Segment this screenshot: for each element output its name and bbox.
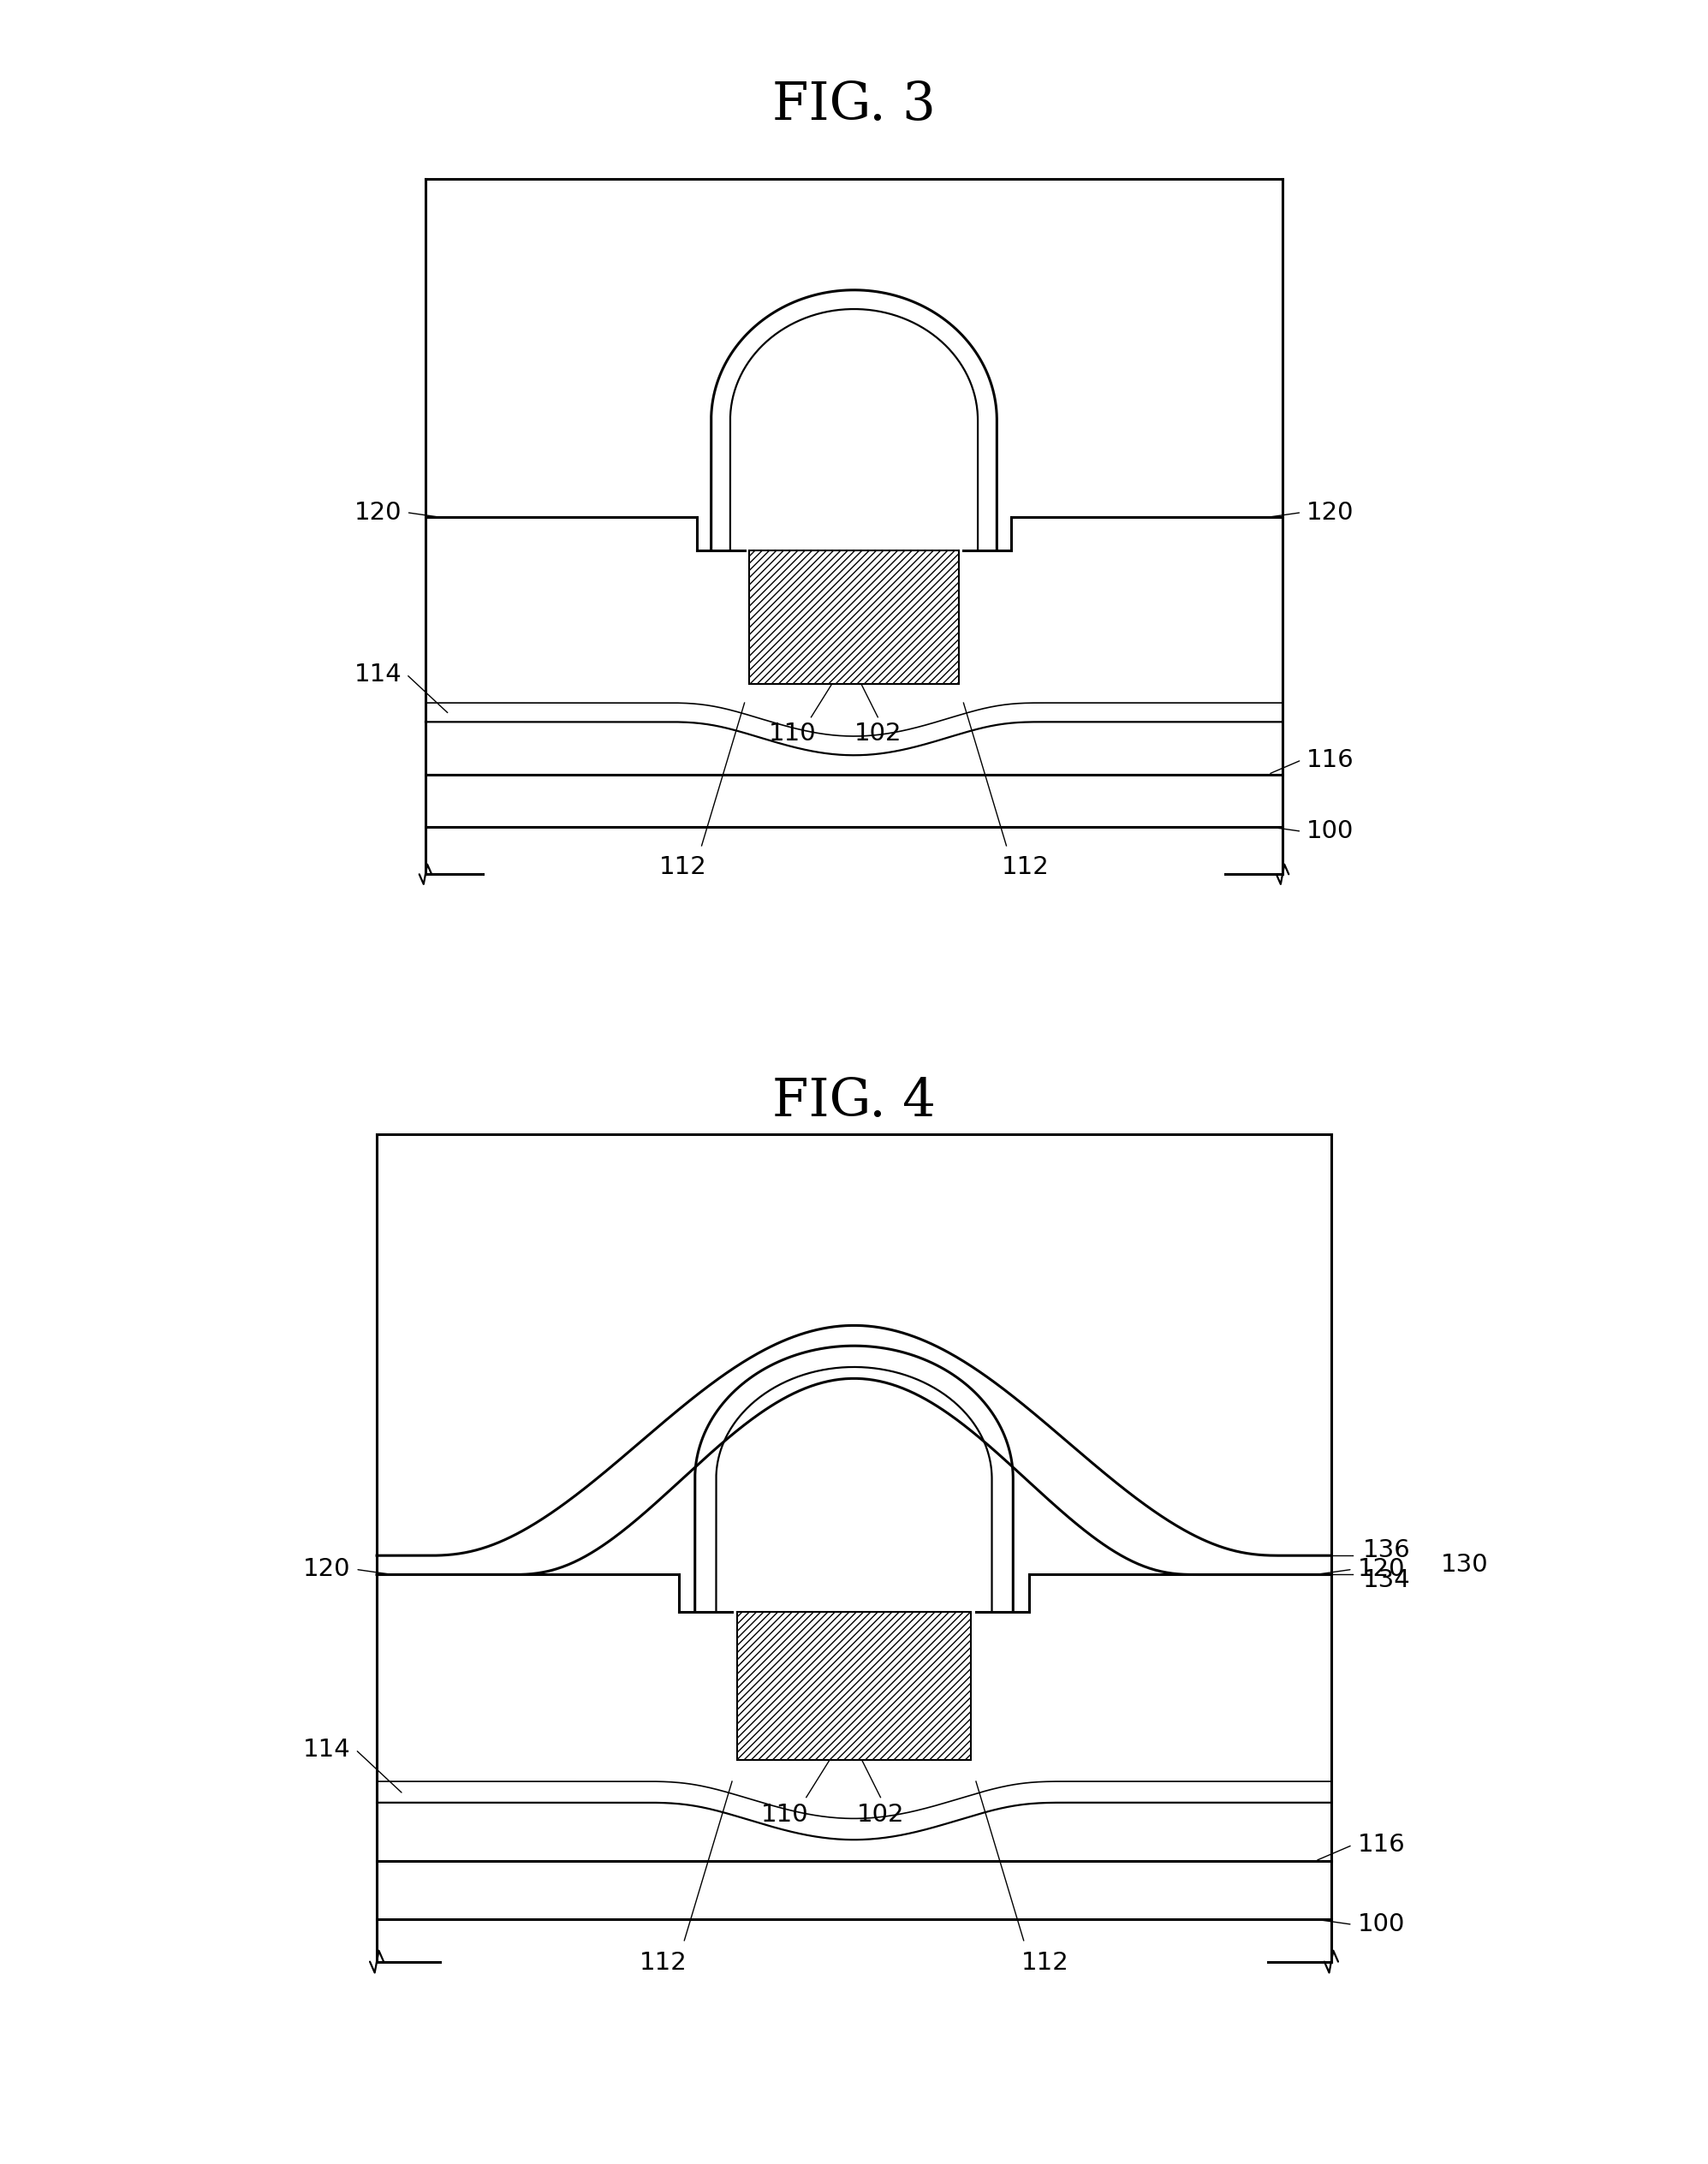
- Text: FIG. 3: FIG. 3: [772, 80, 936, 130]
- Text: 110: 110: [769, 723, 816, 747]
- Text: 100: 100: [1358, 1913, 1406, 1937]
- Text: 112: 112: [639, 1952, 687, 1976]
- Text: 110: 110: [762, 1803, 810, 1826]
- Text: 102: 102: [857, 1803, 904, 1826]
- Text: 112: 112: [659, 855, 707, 879]
- Text: 120: 120: [302, 1558, 350, 1582]
- Text: 112: 112: [1021, 1952, 1069, 1976]
- Text: 134: 134: [1363, 1569, 1411, 1593]
- Text: FIG. 4: FIG. 4: [772, 1076, 936, 1127]
- Text: 120: 120: [1307, 500, 1354, 524]
- Text: 116: 116: [1358, 1833, 1406, 1857]
- Text: 130: 130: [1440, 1554, 1488, 1578]
- Text: 102: 102: [854, 723, 902, 747]
- Text: 100: 100: [1307, 820, 1354, 844]
- Bar: [750, 550, 958, 684]
- Text: 120: 120: [1358, 1558, 1406, 1582]
- Text: 114: 114: [354, 662, 401, 686]
- Bar: [738, 1612, 970, 1759]
- Text: 112: 112: [1001, 855, 1049, 879]
- Text: 120: 120: [354, 500, 401, 524]
- Text: 114: 114: [302, 1738, 350, 1761]
- Text: 136: 136: [1363, 1539, 1411, 1562]
- Text: 116: 116: [1307, 749, 1354, 773]
